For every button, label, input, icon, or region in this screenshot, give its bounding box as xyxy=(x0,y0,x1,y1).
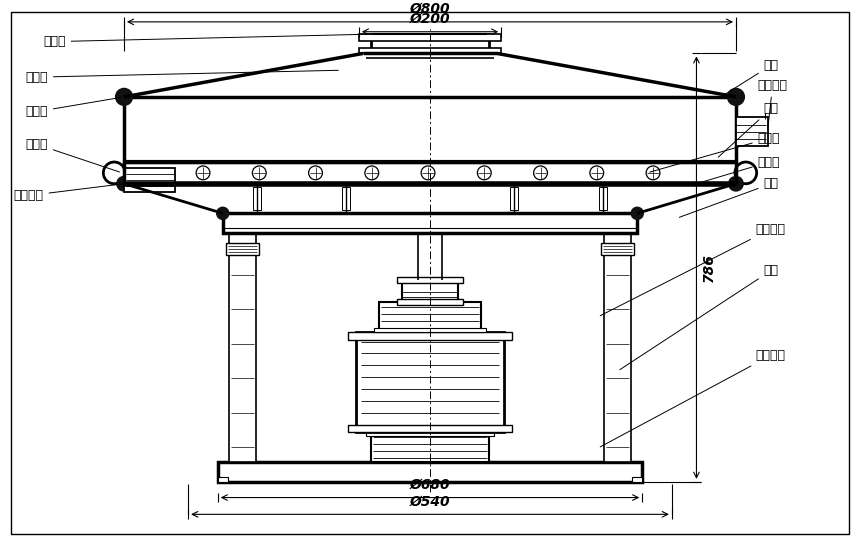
Bar xyxy=(510,186,518,210)
Circle shape xyxy=(477,166,491,180)
Circle shape xyxy=(631,208,643,219)
Text: 小束环: 小束环 xyxy=(26,98,121,118)
Circle shape xyxy=(421,166,435,180)
Bar xyxy=(359,34,501,40)
Circle shape xyxy=(196,166,210,180)
Circle shape xyxy=(309,166,322,180)
Circle shape xyxy=(728,89,744,105)
Bar xyxy=(371,34,489,53)
Bar xyxy=(124,168,175,192)
Circle shape xyxy=(117,177,131,191)
Bar xyxy=(599,186,606,210)
Text: 弹跳球: 弹跳球 xyxy=(650,132,780,172)
Circle shape xyxy=(217,208,229,219)
Bar xyxy=(359,47,501,53)
Circle shape xyxy=(116,89,132,105)
Circle shape xyxy=(735,162,757,184)
Circle shape xyxy=(365,166,378,180)
Circle shape xyxy=(533,166,548,180)
Bar xyxy=(374,328,486,332)
Circle shape xyxy=(729,177,743,191)
Bar xyxy=(736,116,767,146)
Bar xyxy=(223,213,637,233)
Circle shape xyxy=(103,162,125,184)
Bar xyxy=(229,233,256,462)
Bar xyxy=(254,186,261,210)
Text: 粗出料口: 粗出料口 xyxy=(758,79,788,129)
Bar xyxy=(124,162,736,184)
Text: Ø680: Ø680 xyxy=(409,478,451,492)
Bar xyxy=(218,477,228,482)
Text: 电机: 电机 xyxy=(620,264,778,370)
Text: 橡胶环: 橡胶环 xyxy=(699,156,780,183)
Bar xyxy=(356,332,504,432)
Bar xyxy=(604,233,631,462)
Text: 细出料口: 细出料口 xyxy=(14,184,121,202)
Bar xyxy=(225,243,259,255)
Bar xyxy=(348,332,512,340)
Text: 大束环: 大束环 xyxy=(26,138,120,172)
Bar xyxy=(366,432,494,437)
Text: 上框: 上框 xyxy=(719,59,778,98)
Text: 防尘盖: 防尘盖 xyxy=(26,70,338,84)
Circle shape xyxy=(646,166,660,180)
Text: 进料口: 进料口 xyxy=(43,34,388,48)
Bar xyxy=(402,280,458,302)
Bar xyxy=(601,243,635,255)
Bar xyxy=(397,278,463,284)
Circle shape xyxy=(590,166,604,180)
Text: 下部重锤: 下部重锤 xyxy=(600,349,786,447)
Bar xyxy=(342,186,350,210)
Text: 网架: 网架 xyxy=(718,102,778,157)
Bar xyxy=(371,432,489,462)
Bar xyxy=(378,302,482,332)
Bar xyxy=(632,477,642,482)
Text: Ø200: Ø200 xyxy=(409,12,451,26)
Text: 上部重锤: 上部重锤 xyxy=(600,223,786,316)
Bar xyxy=(348,425,512,432)
Text: 786: 786 xyxy=(703,253,716,282)
Bar xyxy=(124,97,736,162)
Bar xyxy=(218,462,642,482)
Text: Ø540: Ø540 xyxy=(409,494,451,508)
Bar xyxy=(397,299,463,305)
Text: Ø800: Ø800 xyxy=(409,2,451,16)
Circle shape xyxy=(252,166,267,180)
Text: 底框: 底框 xyxy=(679,177,778,217)
